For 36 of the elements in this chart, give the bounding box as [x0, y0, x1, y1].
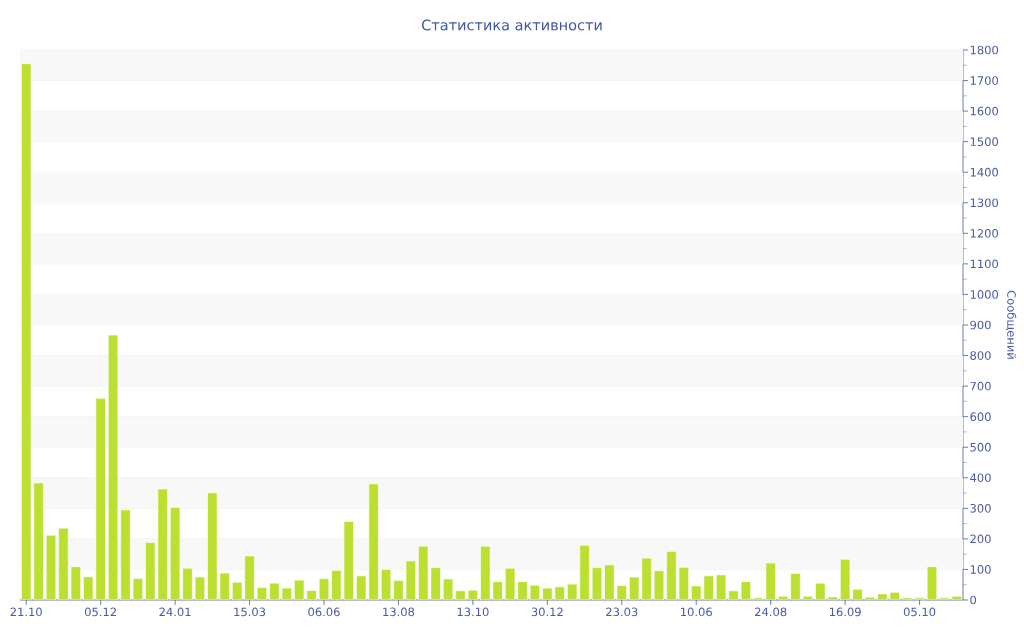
y-tick-label: 0 [970, 595, 977, 605]
y-tick-label: 1200 [970, 228, 999, 238]
x-tick-label: 30.12 [531, 607, 563, 617]
y-tick-label: 400 [970, 473, 991, 483]
bar [256, 587, 268, 600]
x-tick-label: 05.10 [903, 607, 936, 617]
x-tick-label: 13.10 [457, 607, 489, 617]
x-tick-label: 21.10 [10, 607, 42, 617]
y-tick-label: 1600 [970, 106, 999, 116]
x-tick-label: 05.12 [84, 607, 116, 617]
y-tick-label: 1100 [970, 259, 999, 269]
y-tick-label: 1300 [970, 198, 999, 208]
x-tick-label: 06.06 [308, 607, 340, 617]
x-tick-label: 24.08 [755, 607, 787, 617]
y-tick-label: 100 [970, 565, 991, 574]
x-tick-label: 16.09 [829, 607, 861, 617]
y-tick-label: 300 [970, 503, 991, 513]
y-tick-label: 1800 [970, 45, 999, 55]
y-tick-label: 500 [970, 442, 991, 452]
y-tick-label: 1000 [970, 290, 999, 299]
y-tick-label: 1400 [970, 167, 999, 177]
y-tick-label: 600 [970, 412, 991, 422]
y-tick-label: 200 [970, 534, 991, 544]
y-axis-title: Сообщений [1005, 290, 1017, 359]
x-tick-label: 23.03 [606, 607, 638, 617]
y-tick-label: 800 [970, 351, 991, 360]
bar [318, 578, 330, 600]
x-tick-label: 15.03 [234, 607, 266, 617]
y-tick-label: 1700 [970, 76, 999, 85]
x-tick-label: 10.06 [681, 607, 712, 617]
y-tick-label: 1500 [970, 137, 999, 147]
y-tick-label: 700 [970, 381, 991, 391]
chart-title: Статистика активности [421, 19, 602, 31]
x-tick-label: 13.08 [383, 607, 415, 617]
y-tick-label: 900 [970, 320, 991, 330]
x-tick-label: 24.01 [159, 607, 191, 617]
